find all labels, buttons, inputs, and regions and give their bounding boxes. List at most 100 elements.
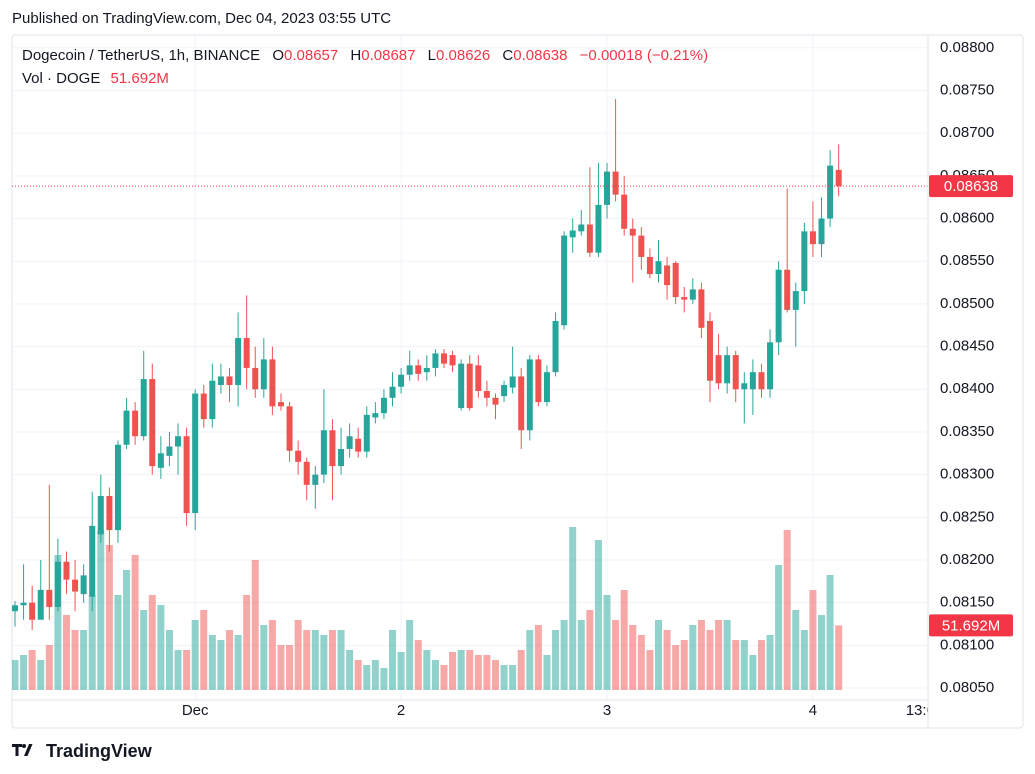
volume-bar — [45, 645, 53, 690]
volume-bar — [54, 555, 62, 690]
volume-bar — [612, 620, 620, 690]
volume-bar — [208, 635, 216, 690]
candle-body — [20, 602, 27, 606]
legend-main: Dogecoin / TetherUS, 1h, BINANCE O0.0865… — [22, 47, 708, 64]
volume-bar — [491, 660, 499, 690]
volume-bar — [775, 565, 783, 690]
candle-body — [303, 461, 310, 485]
candle-body — [140, 379, 147, 437]
candle-body — [63, 561, 70, 580]
candle-body — [320, 430, 327, 475]
volume-bar — [800, 630, 808, 690]
candle-body — [561, 235, 568, 326]
brand: TradingView — [46, 741, 152, 761]
candle-body — [12, 605, 18, 612]
y-tick-label: 0.08750 — [940, 81, 994, 98]
volume-bar — [251, 560, 259, 690]
candle-body — [827, 165, 834, 219]
candle-body — [535, 359, 542, 403]
candle-body — [604, 171, 611, 205]
candle-body — [192, 393, 199, 514]
candle-body — [398, 374, 405, 387]
volume-bar — [131, 555, 139, 690]
candle-body — [518, 376, 525, 431]
candle-body — [578, 224, 585, 232]
candle-body — [458, 363, 465, 409]
candle-body — [175, 436, 182, 447]
ohlc-letter: L — [427, 47, 437, 64]
volume-bar — [71, 630, 79, 690]
y-tick-label: 0.08550 — [940, 252, 994, 269]
volume-bar — [637, 635, 645, 690]
volume-bar — [440, 665, 448, 690]
volume-bar — [397, 652, 405, 690]
volume-bar — [766, 635, 774, 690]
volume-bar — [552, 630, 560, 690]
candle-body — [97, 495, 104, 535]
candle-body — [72, 579, 79, 592]
candle-body — [269, 359, 276, 407]
volume-bar — [757, 640, 765, 690]
candle-body — [372, 413, 379, 418]
price-tag-label: 0.08638 — [944, 178, 998, 195]
volume-bar — [715, 620, 723, 690]
volume-bar — [749, 655, 757, 690]
volume-bar — [672, 645, 680, 690]
candle-body — [277, 402, 284, 407]
volume-bar — [783, 530, 791, 690]
candle-body — [209, 380, 216, 420]
volume-bar — [543, 655, 551, 690]
volume-bar — [629, 625, 637, 690]
volume-bar — [320, 635, 328, 690]
candle-body — [235, 338, 242, 385]
candle-body — [380, 397, 387, 414]
candle-body — [363, 414, 370, 452]
volume-bar — [680, 640, 688, 690]
candle-body — [475, 365, 482, 391]
volume-bar — [311, 630, 319, 690]
volume-bar — [577, 620, 585, 690]
volume-bar — [449, 652, 457, 690]
candle-body — [295, 450, 302, 462]
volume-bar — [371, 660, 379, 690]
y-tick-label: 0.08400 — [940, 380, 994, 397]
volume-tag — [929, 614, 1013, 637]
volume-layer — [12, 527, 843, 690]
change-label: −0.00018 (−0.21%) — [579, 47, 709, 64]
volume-bar — [105, 545, 113, 690]
candle-body — [46, 589, 53, 607]
volume-bar — [183, 650, 191, 690]
candle-body — [818, 218, 825, 245]
candle-body — [157, 453, 164, 468]
candle-body — [741, 383, 748, 390]
volume-bar — [354, 660, 362, 690]
volume-bar — [260, 625, 268, 690]
volume-bar — [706, 630, 714, 690]
candle-body — [183, 436, 190, 514]
volume-bar — [723, 620, 731, 690]
volume-bar — [88, 595, 96, 690]
candle-body — [543, 372, 550, 403]
volume-bar — [200, 610, 208, 690]
candle-body — [346, 436, 353, 450]
candle-body — [114, 444, 121, 531]
time-end-group: 13:00 — [906, 702, 928, 719]
volume-bar — [243, 595, 251, 690]
volume-bar — [697, 620, 705, 690]
y-tick-label: 0.08300 — [940, 466, 994, 483]
volume-bar — [165, 630, 173, 690]
candle-body — [389, 386, 396, 398]
volume-title: Vol · DOGE — [22, 70, 101, 87]
volume-bar — [174, 650, 182, 690]
candle-body — [132, 410, 139, 437]
volume-bar — [28, 650, 36, 690]
candle-body — [646, 256, 653, 275]
volume-bar — [526, 630, 534, 690]
symbol-title: Dogecoin / TetherUS, 1h, BINANCE — [22, 47, 261, 64]
candle-body — [655, 261, 662, 275]
candle-body — [801, 231, 808, 292]
volume-bar — [663, 630, 671, 690]
candle-body — [329, 430, 336, 467]
candle-body — [664, 265, 671, 286]
volume-bar — [37, 660, 45, 690]
